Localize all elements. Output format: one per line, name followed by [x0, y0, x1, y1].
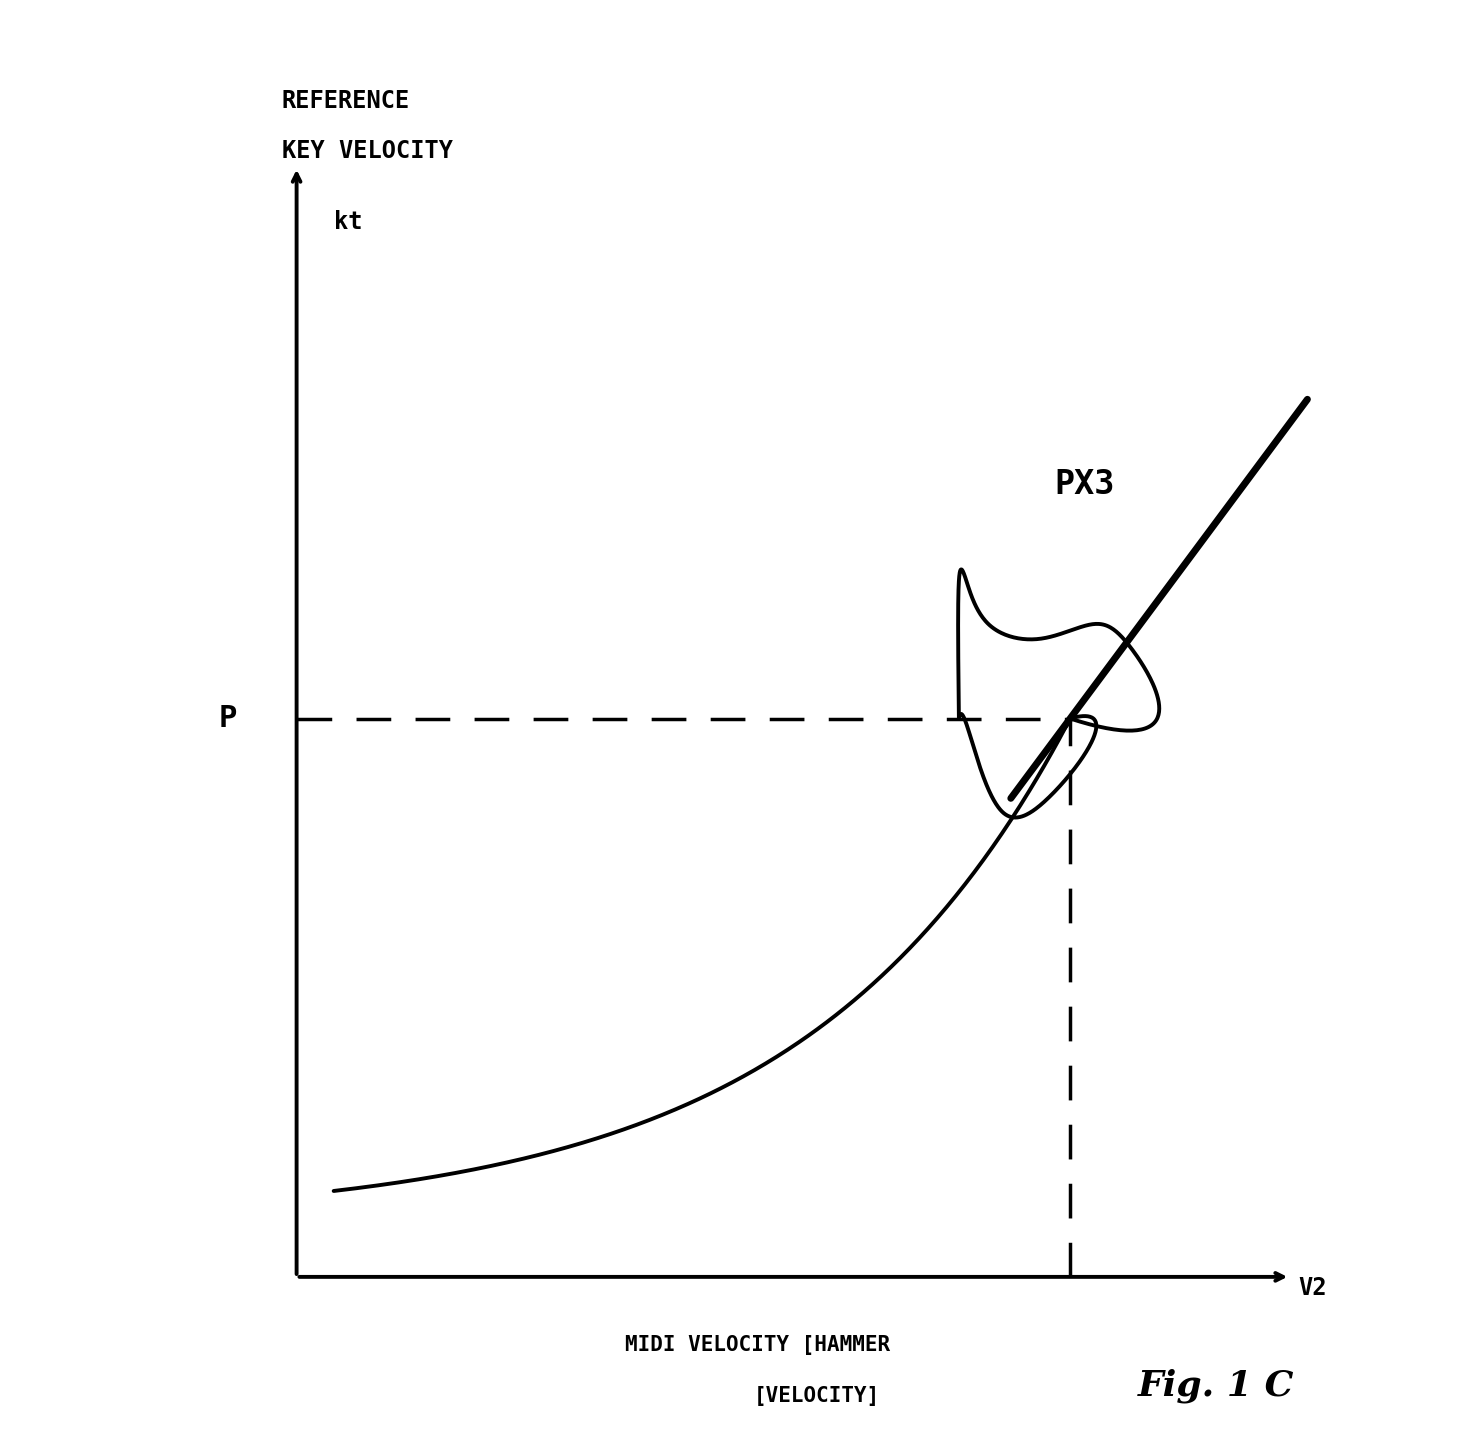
- Text: MIDI VELOCITY [HAMMER: MIDI VELOCITY [HAMMER: [624, 1335, 890, 1355]
- Text: [VELOCITY]: [VELOCITY]: [753, 1386, 879, 1406]
- Text: REFERENCE: REFERENCE: [282, 89, 409, 113]
- Text: kt: kt: [334, 210, 362, 235]
- Text: V2: V2: [1298, 1277, 1327, 1300]
- Text: KEY VELOCITY: KEY VELOCITY: [282, 138, 452, 163]
- Text: P: P: [219, 704, 237, 733]
- Text: PX3: PX3: [1054, 467, 1115, 501]
- Text: Fig. 1 C: Fig. 1 C: [1137, 1368, 1295, 1403]
